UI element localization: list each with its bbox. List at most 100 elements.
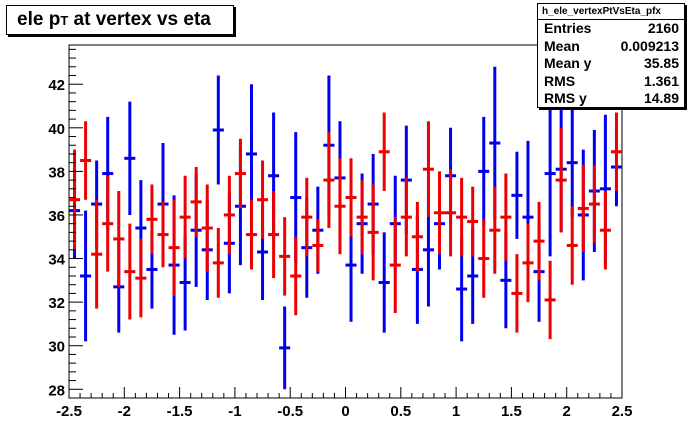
data-point: [135, 238, 147, 318]
x-tick-label: 1: [452, 403, 460, 420]
series-layer: [69, 66, 622, 390]
data-point: [157, 201, 169, 268]
data-point: [290, 236, 302, 316]
data-point: [511, 151, 523, 239]
stats-value: 2160: [647, 20, 679, 36]
data-point: [511, 254, 523, 333]
data-point: [268, 190, 280, 279]
data-point: [445, 169, 457, 257]
x-tick-label: 0.5: [390, 403, 411, 420]
data-point: [599, 190, 611, 270]
data-point: [478, 219, 490, 298]
data-point: [389, 217, 401, 314]
data-point: [544, 260, 556, 340]
y-tick-label: 28: [48, 382, 65, 399]
data-point: [212, 228, 224, 298]
data-point: [467, 186, 479, 257]
data-point: [489, 186, 501, 274]
axes: -2.5 -2 -1.5 -1 -0.5 0 0.5 1 1.5 2 2.5 28 30 32 34 36 38…: [48, 48, 633, 420]
data-point: [312, 219, 324, 272]
data-point: [80, 121, 92, 200]
stats-value: 35.85: [643, 55, 679, 72]
data-point: [102, 175, 114, 272]
x-tick-label: 1.5: [501, 403, 522, 420]
y-tick-label: 36: [48, 208, 65, 225]
title-text-rest: at vertex vs eta: [68, 9, 211, 30]
data-point: [334, 158, 346, 255]
data-point: [201, 184, 213, 272]
data-point: [566, 108, 578, 218]
x-tick-label: -2.5: [56, 403, 82, 420]
data-point: [610, 112, 622, 191]
data-point: [113, 190, 125, 287]
x-tick-label: 2: [563, 403, 571, 420]
data-point: [91, 199, 103, 309]
data-point: [411, 201, 423, 272]
data-point: [234, 138, 246, 209]
stats-row-mean: Mean 0.009213: [538, 38, 684, 56]
data-point: [533, 201, 545, 281]
stats-label: Mean y: [544, 55, 592, 72]
data-point: [356, 180, 368, 255]
stats-row-entries: Entries 2160: [538, 20, 684, 38]
data-point: [433, 171, 446, 255]
data-point: [146, 184, 158, 255]
stats-row-rms-y: RMS y 14.89: [538, 90, 684, 108]
data-point: [301, 177, 313, 257]
stats-label: RMS y: [544, 90, 587, 107]
data-point: [456, 177, 468, 257]
x-tick-label: -0.5: [277, 403, 303, 420]
data-point: [279, 217, 291, 296]
x-tick-label: 2.5: [612, 403, 633, 420]
data-point: [367, 184, 379, 281]
stats-value: 1.361: [643, 72, 679, 89]
data-point: [124, 101, 136, 215]
data-point: [190, 167, 202, 237]
data-point: [168, 199, 180, 296]
y-tick-label: 42: [48, 77, 65, 94]
stats-label: Mean: [544, 37, 580, 54]
stats-value: 0.009213: [620, 37, 679, 54]
data-point: [323, 132, 335, 229]
y-tick-label: 30: [48, 339, 65, 356]
data-point: [544, 90, 556, 257]
data-point: [179, 175, 191, 259]
data-point: [257, 160, 269, 239]
y-tick-label: 34: [48, 252, 65, 269]
stats-label: Entries: [544, 20, 592, 36]
y-tick-label: 40: [48, 121, 65, 138]
data-point: [245, 199, 258, 270]
data-point: [345, 158, 357, 237]
data-point: [422, 121, 434, 218]
stats-box: h_ele_vertexPtVsEta_pfx Entries 2160 Mea…: [537, 3, 685, 108]
title-text-subscript: T: [60, 12, 69, 28]
data-point: [212, 75, 224, 185]
data-point: [124, 223, 136, 320]
data-point: [500, 173, 512, 261]
stats-value: 14.89: [643, 90, 679, 107]
title-text-main: ele p: [17, 9, 61, 30]
data-point: [577, 164, 589, 253]
data-point: [80, 210, 92, 342]
data-point: [378, 112, 390, 191]
data-point: [522, 223, 534, 303]
data-point: [279, 306, 291, 390]
x-tick-label: -2: [118, 403, 131, 420]
stats-row-mean-y: Mean y 35.85: [538, 55, 684, 73]
y-tick-label: 32: [48, 295, 65, 312]
data-point: [566, 206, 578, 285]
series-1: [69, 112, 622, 340]
data-point: [223, 175, 235, 255]
stats-label: RMS: [544, 72, 576, 89]
y-tick-label: 38: [48, 164, 65, 181]
stats-histogram-name: h_ele_vertexPtVsEta_pfx: [538, 4, 684, 20]
data-point: [588, 164, 600, 244]
data-point: [478, 116, 490, 226]
data-point: [69, 149, 81, 250]
x-tick-label: 0: [341, 403, 349, 420]
stats-row-rms: RMS 1.361: [538, 73, 684, 91]
data-point: [378, 232, 390, 333]
x-tick-label: -1: [228, 403, 241, 420]
